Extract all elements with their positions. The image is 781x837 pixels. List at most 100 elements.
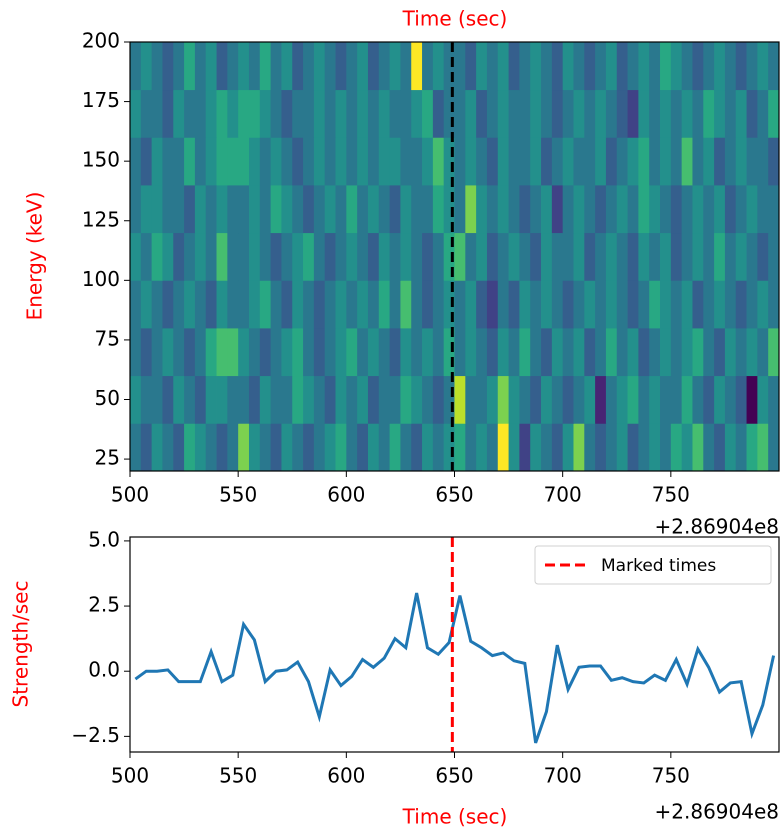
heat-cell <box>205 137 217 186</box>
heat-cell <box>605 280 618 329</box>
heat-cell <box>357 89 369 138</box>
heat-cell <box>519 42 531 91</box>
legend-box <box>534 545 772 585</box>
heat-cell <box>595 185 607 234</box>
heat-cell <box>248 375 261 424</box>
heat-cell <box>465 42 477 91</box>
heat-cell <box>389 280 401 329</box>
heat-cell <box>638 185 650 234</box>
heat-cell <box>605 185 618 234</box>
heat-cell <box>130 280 142 329</box>
heat-cell <box>692 328 704 377</box>
x-tick-label: 700 <box>544 483 582 507</box>
heat-cell <box>530 232 542 281</box>
heat-cell <box>768 375 780 424</box>
heat-cell <box>313 328 326 377</box>
heat-cell <box>660 375 672 424</box>
heat-cell <box>259 375 272 424</box>
heat-cell <box>443 89 455 138</box>
heat-cell <box>227 423 239 472</box>
heat-cell <box>584 185 596 234</box>
heat-cell <box>616 137 628 186</box>
heat-cell <box>227 375 239 424</box>
heat-cell <box>216 328 228 377</box>
heat-cell <box>324 328 336 377</box>
heat-cell <box>692 280 704 329</box>
heat-cell <box>346 375 358 424</box>
heat-cell <box>281 328 293 377</box>
heat-cell <box>530 423 542 472</box>
heat-cell <box>194 375 207 424</box>
heat-cell <box>746 232 758 281</box>
heat-cell <box>605 137 618 186</box>
heat-cell <box>573 42 585 91</box>
heat-cell <box>303 423 315 472</box>
heat-cell <box>519 137 531 186</box>
heat-cell <box>703 280 715 329</box>
heat-cell <box>660 42 672 91</box>
heat-cell <box>584 42 596 91</box>
heat-cell <box>465 423 477 472</box>
heat-cell <box>638 423 650 472</box>
heat-cell <box>692 89 704 138</box>
x-tick-label: 500 <box>111 483 149 507</box>
heat-cell <box>584 232 596 281</box>
heat-cell <box>551 375 564 424</box>
heat-cell <box>443 375 455 424</box>
heat-cell <box>768 423 780 472</box>
heat-cell <box>130 89 142 138</box>
heat-cell <box>486 232 499 281</box>
heat-cell <box>216 89 228 138</box>
heat-cell <box>670 42 683 91</box>
heat-cell <box>281 423 293 472</box>
heat-cell <box>216 137 228 186</box>
heat-cell <box>541 280 553 329</box>
heat-cell <box>216 232 228 281</box>
heat-cell <box>573 280 585 329</box>
heat-cell <box>140 42 153 91</box>
heat-cell <box>454 280 466 329</box>
heat-cell <box>486 423 499 472</box>
heat-cell <box>660 328 672 377</box>
heat-cell <box>541 89 553 138</box>
heat-cell <box>627 232 639 281</box>
heat-cell <box>140 137 153 186</box>
heat-cell <box>454 42 466 91</box>
heat-cell <box>486 375 499 424</box>
heat-cell <box>519 185 531 234</box>
heat-cell <box>724 375 737 424</box>
heat-cell <box>584 89 596 138</box>
heat-cell <box>130 185 142 234</box>
heat-cell <box>476 137 488 186</box>
heat-cell <box>508 280 520 329</box>
heat-cell <box>227 42 239 91</box>
heat-cell <box>735 280 747 329</box>
heat-cell <box>497 232 509 281</box>
heat-cell <box>324 185 336 234</box>
heat-cell <box>432 232 445 281</box>
x-tick-label: 600 <box>327 483 365 507</box>
heat-cell <box>595 423 607 472</box>
heat-cell <box>584 423 596 472</box>
heat-cell <box>205 232 217 281</box>
heat-cell <box>389 89 401 138</box>
heat-cell <box>216 42 228 91</box>
heat-cell <box>638 89 650 138</box>
x-tick-label: 600 <box>327 764 365 788</box>
heat-cell <box>216 423 228 472</box>
heat-cell <box>595 89 607 138</box>
heat-cell <box>616 423 628 472</box>
heat-cell <box>757 137 769 186</box>
heat-cell <box>724 185 737 234</box>
heat-cell <box>638 280 650 329</box>
heat-cell <box>573 232 585 281</box>
heat-cell <box>357 185 369 234</box>
heat-cell <box>768 232 780 281</box>
heat-cell <box>173 185 185 234</box>
heat-cell <box>573 328 585 377</box>
heat-cell <box>605 89 618 138</box>
heat-cell <box>130 232 142 281</box>
heat-cell <box>768 137 780 186</box>
heat-cell <box>173 280 185 329</box>
heat-cell <box>605 423 618 472</box>
